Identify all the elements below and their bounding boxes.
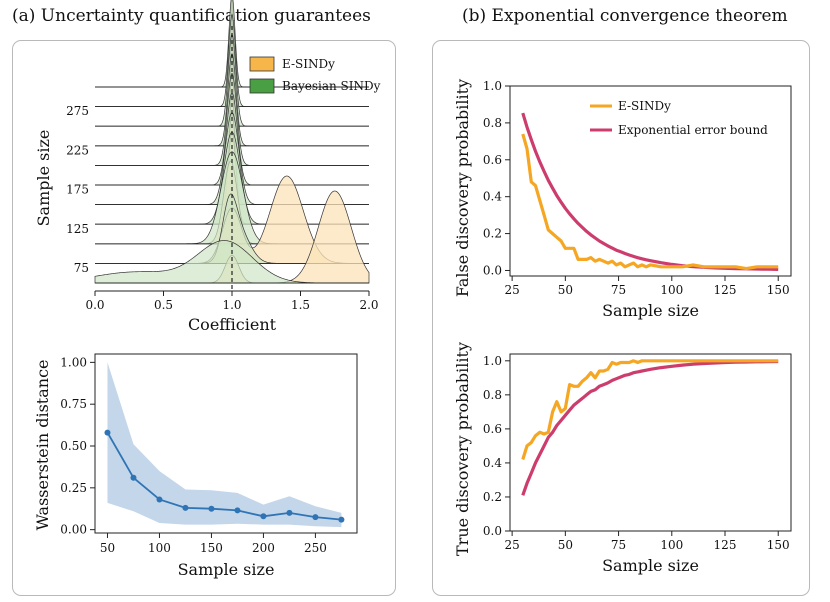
tdp-y-tick-label: 0.0: [483, 524, 502, 538]
fdp-x-tick-label: 75: [611, 283, 626, 297]
ridge-legend-label-1: Bayesian SINDy: [282, 79, 381, 93]
ridge-x-tick-label: 0.0: [85, 298, 104, 312]
wass-point: [156, 496, 163, 503]
fdp-x-tick-label: 100: [660, 283, 683, 297]
fdp-y-tick-label: 0.6: [483, 153, 502, 167]
tdp-x-tick-label: 125: [714, 538, 737, 552]
tdp-y-axis-label: True discovery probability: [453, 342, 472, 556]
tdp-bound-line: [521, 359, 779, 496]
fdp-esindy-line: [521, 133, 779, 271]
left-panel-title: (a) Uncertainty quantification guarantee…: [12, 6, 371, 26]
wass-y-tick-label: 0.50: [60, 439, 87, 453]
wass-y-tick-label: 0.75: [60, 397, 87, 411]
wass-plot-frame: [94, 353, 358, 534]
wass-point: [182, 504, 189, 511]
fdp-x-tick-label: 25: [504, 283, 519, 297]
right-panel-frame: [432, 40, 810, 596]
tdp-x-tick-label: 150: [767, 538, 790, 552]
fdp-y-tick-label: 0.4: [483, 190, 502, 204]
tdp-x-axis-label: Sample size: [602, 556, 699, 575]
wass-point: [208, 505, 215, 512]
tdp-x-tick-label: 25: [504, 538, 519, 552]
fdp-x-tick-label: 50: [558, 283, 573, 297]
wass-point: [104, 429, 111, 436]
ridge-x-tick-label: 1.0: [222, 298, 241, 312]
tdp-y-tick-label: 0.2: [483, 490, 502, 504]
wass-x-tick-label: 200: [252, 541, 275, 555]
tdp-x-tick-label: 75: [611, 538, 626, 552]
wass-y-axis-label: Wasserstein distance: [33, 359, 52, 530]
wass-x-tick-label: 100: [148, 541, 171, 555]
wass-y-tick-label: 0.00: [60, 523, 87, 537]
fdp-x-tick-label: 150: [767, 283, 790, 297]
ridge-y-tick-label: 225: [66, 143, 89, 157]
wass-point: [286, 509, 293, 516]
tdp-y-tick-label: 0.6: [483, 422, 502, 436]
tdp-plot-frame: [509, 353, 792, 532]
tdp-y-tick-label: 1.0: [483, 354, 502, 368]
wass-x-tick-label: 50: [100, 541, 115, 555]
wass-point: [234, 507, 241, 514]
fdp-legend-label-0: E-SINDy: [618, 99, 671, 113]
wass-uncertainty-band: [107, 362, 342, 528]
ridge-y-axis-label: Sample size: [34, 130, 53, 227]
ridge-y-tick-label: 75: [74, 261, 89, 275]
wass-y-tick-label: 0.25: [60, 481, 87, 495]
fdp-y-tick-label: 1.0: [483, 79, 502, 93]
ridge-x-axis-label: Coefficient: [188, 315, 277, 334]
wass-y-tick-label: 1.00: [60, 355, 87, 369]
wass-point: [130, 474, 137, 481]
wass-point: [312, 514, 319, 521]
ridge-x-tick-label: 2.0: [359, 298, 378, 312]
fdp-y-tick-label: 0.8: [483, 116, 502, 130]
ridge-legend-label-0: E-SINDy: [282, 57, 335, 71]
tdp-y-tick-label: 0.8: [483, 388, 502, 402]
tdp-x-tick-label: 50: [558, 538, 573, 552]
wass-x-axis-label: Sample size: [178, 560, 275, 579]
wass-x-tick-label: 250: [304, 541, 327, 555]
fdp-y-axis-label: False discovery probability: [453, 79, 472, 297]
ridge-y-tick-label: 125: [66, 222, 89, 236]
ridge-legend-swatch-1: [249, 78, 275, 94]
wass-x-tick-label: 150: [200, 541, 223, 555]
fdp-x-axis-label: Sample size: [602, 301, 699, 320]
tdp-esindy-line: [521, 359, 779, 460]
wass-mean-line: [106, 432, 342, 521]
tdp-x-tick-label: 100: [660, 538, 683, 552]
ridge-y-tick-label: 275: [66, 104, 89, 118]
fdp-plot-frame: [509, 85, 792, 277]
right-panel-title: (b) Exponential convergence theorem: [462, 6, 788, 26]
tdp-y-tick-label: 0.4: [483, 456, 502, 470]
fdp-x-tick-label: 125: [714, 283, 737, 297]
ridge-legend-swatch-0: [249, 56, 275, 72]
wass-point: [338, 516, 345, 523]
wass-point: [260, 513, 267, 520]
ridge-x-tick-label: 1.5: [291, 298, 310, 312]
ridge-y-tick-label: 175: [66, 183, 89, 197]
fdp-legend-label-1: Exponential error bound: [618, 123, 768, 137]
fdp-y-tick-label: 0.2: [483, 227, 502, 241]
ridge-x-tick-label: 0.5: [154, 298, 173, 312]
fdp-y-tick-label: 0.0: [483, 263, 502, 277]
